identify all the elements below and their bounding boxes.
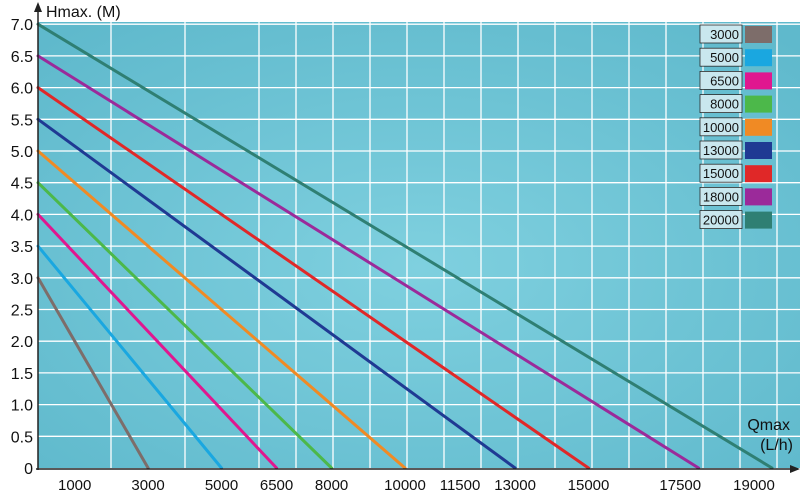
x-tick-label: 19000 <box>733 477 775 492</box>
y-tick-label: 6.0 <box>11 81 33 98</box>
y-tick-label: 5.0 <box>11 144 33 161</box>
x-tick-labels: 1000 3000 5000 6500 8000 10000 11500 13000 15000… <box>58 477 775 492</box>
legend-label-box <box>699 140 743 160</box>
legend-label-box <box>699 117 743 137</box>
legend-item-15000: 15000 <box>699 163 772 183</box>
legend-item-5000: 5000 <box>699 47 772 67</box>
legend-label: 18000 <box>703 189 739 204</box>
y-tick-label: 4.0 <box>11 207 33 224</box>
legend-label-box <box>699 163 743 183</box>
y-tick-label: 0 <box>24 461 33 478</box>
legend-swatch <box>745 49 772 67</box>
y-tick-label: 1.0 <box>11 398 33 415</box>
series-line-6500 <box>36 212 279 470</box>
legend-label-box <box>699 94 743 113</box>
legend-label: 6500 <box>710 73 739 88</box>
legend-label: 13000 <box>703 143 739 158</box>
y-tick-labels: 0 0.5 1.0 1.5 2.0 2.5 3.0 3.5 4.0 4.5 5.0 5.5 6.0 6.5… <box>11 17 33 478</box>
x-tick-label: 13000 <box>494 477 536 492</box>
y-tick-label: 2.0 <box>11 334 33 351</box>
x-tick-label: 3000 <box>131 477 164 492</box>
legend-item-6500: 6500 <box>699 71 772 90</box>
series-line-15000 <box>36 86 590 470</box>
legend-label-box <box>699 47 743 67</box>
series-line-10000 <box>36 149 407 470</box>
legend-label-box <box>699 210 743 230</box>
y-tick-label: 5.5 <box>11 112 33 129</box>
series-line-5000 <box>36 244 223 470</box>
legend-swatch <box>745 118 772 136</box>
legend-swatch <box>745 26 772 43</box>
x-tick-label: 11500 <box>440 477 481 492</box>
series-line-8000 <box>36 181 334 470</box>
legend-swatch <box>745 72 772 90</box>
legend-swatch <box>745 142 772 159</box>
legend-item-20000: 20000 <box>699 210 772 230</box>
legend-swatch <box>745 211 772 229</box>
legend-label: 15000 <box>703 166 739 181</box>
x-tick-label: 10000 <box>384 477 426 492</box>
y-tick-label: 4.5 <box>11 176 33 193</box>
plot-background <box>38 22 800 468</box>
x-tick-label: 6500 <box>260 477 293 492</box>
series-lines <box>36 22 774 470</box>
y-tick-label: 7.0 <box>11 17 33 34</box>
legend-label: 8000 <box>710 97 739 112</box>
y-axis-arrow-icon <box>34 2 42 12</box>
legend-item-13000: 13000 <box>699 140 772 160</box>
legend-swatch <box>745 95 772 113</box>
x-tick-label: 1000 <box>58 477 91 492</box>
legend-label: 3000 <box>710 27 739 42</box>
y-tick-label: 3.5 <box>11 239 33 256</box>
legend: 3000 5000 6500 8000 10000 13000 15000 18000 2000… <box>699 24 772 230</box>
legend-label-box <box>699 186 743 206</box>
legend-label-box <box>699 71 743 90</box>
x-tick-label: 15000 <box>568 477 610 492</box>
y-tick-label: 2.5 <box>11 303 33 320</box>
x-tick-label: 8000 <box>315 477 348 492</box>
legend-label: 20000 <box>703 213 739 228</box>
y-tick-label: 3.0 <box>11 271 33 288</box>
x-tick-label: 5000 <box>205 477 238 492</box>
series-line-18000 <box>36 54 701 470</box>
legend-item-10000: 10000 <box>699 117 772 137</box>
legend-item-18000: 18000 <box>699 186 772 206</box>
series-line-20000 <box>36 22 774 470</box>
legend-item-3000: 3000 <box>699 24 772 44</box>
x-tick-label: 17500 <box>659 477 701 492</box>
y-tick-label: 6.5 <box>11 49 33 66</box>
x-axis-title-line1: Qmax <box>747 417 790 434</box>
legend-label: 10000 <box>703 120 739 135</box>
x-axis-arrow-icon <box>790 465 800 473</box>
y-axis-title: Hmax. (M) <box>46 4 121 21</box>
series-line-3000 <box>36 276 150 470</box>
legend-swatch <box>745 188 772 206</box>
y-tick-label: 0.5 <box>11 429 33 446</box>
legend-label-box <box>699 24 743 44</box>
legend-label: 5000 <box>710 50 739 65</box>
y-tick-label: 1.5 <box>11 366 33 383</box>
series-line-13000 <box>36 117 517 470</box>
axes <box>34 2 800 473</box>
x-axis-title-line2: (L/h) <box>760 437 793 454</box>
legend-item-8000: 8000 <box>699 94 772 113</box>
legend-swatch <box>745 165 772 183</box>
